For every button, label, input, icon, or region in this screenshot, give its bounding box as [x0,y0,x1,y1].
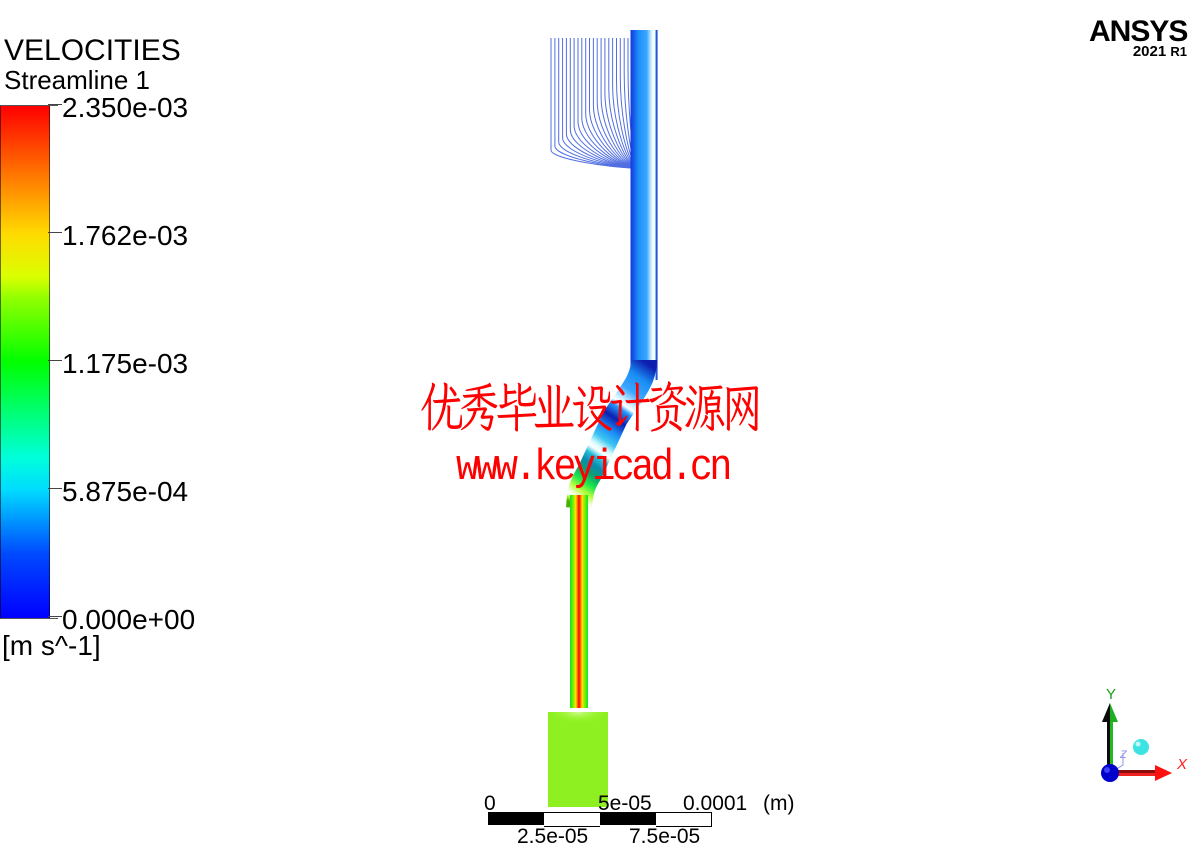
svg-text:X: X [1176,756,1188,773]
svg-text:Y: Y [1106,686,1116,703]
